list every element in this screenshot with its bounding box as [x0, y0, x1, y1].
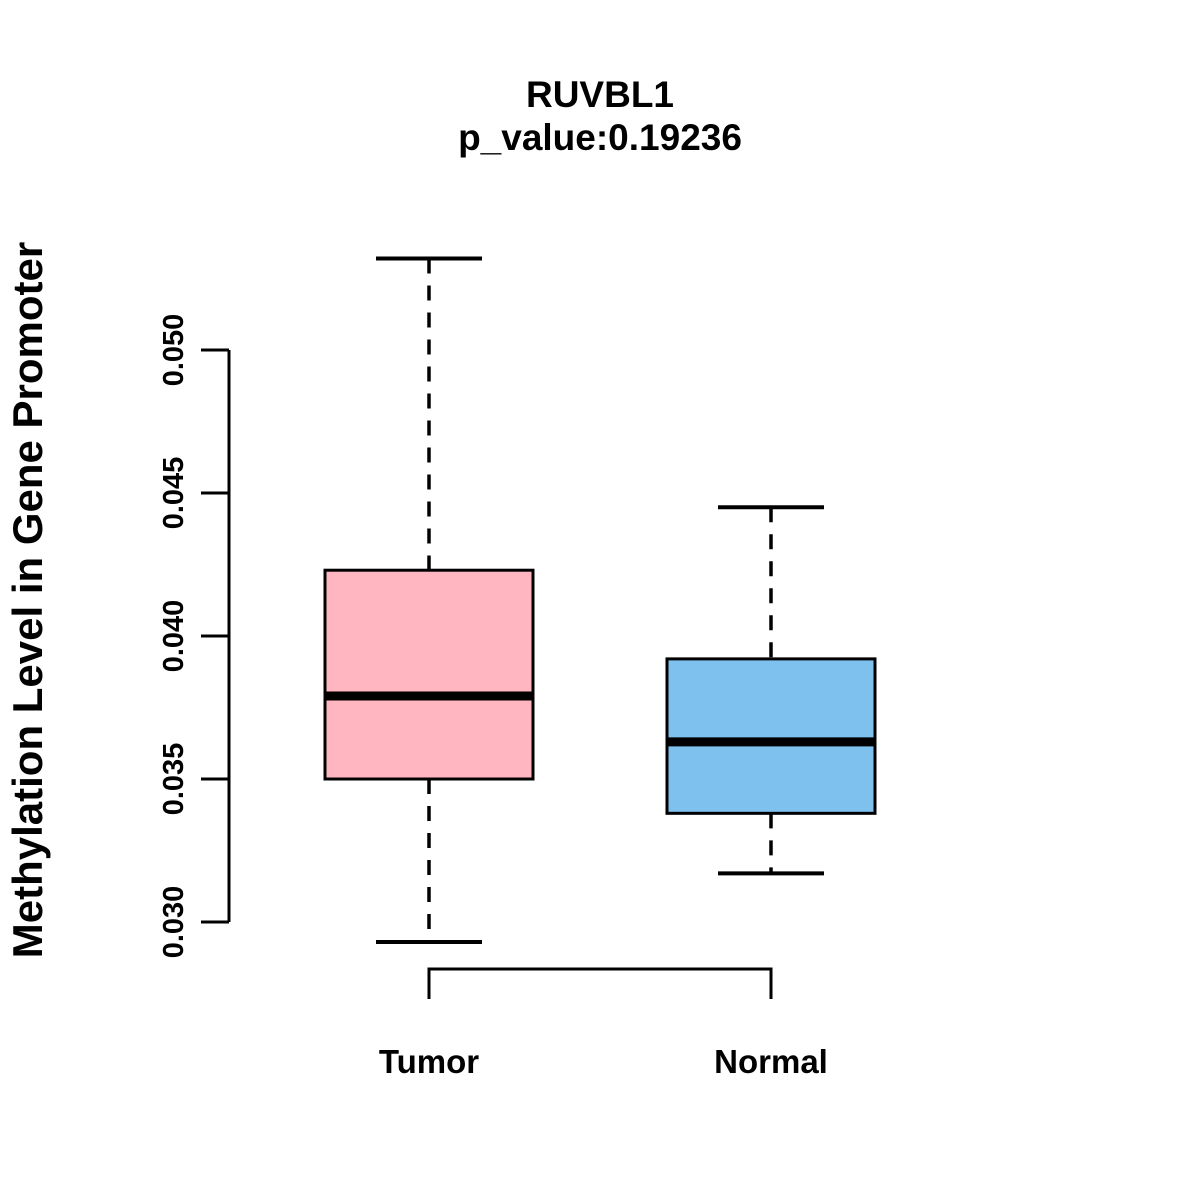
- x-category-label-normal: Normal: [714, 1043, 828, 1080]
- y-axis-title: Methylation Level in Gene Promoter: [4, 242, 51, 958]
- chart-subtitle: p_value:0.19236: [458, 117, 742, 158]
- y-axis-tick-label: 0.050: [158, 314, 190, 387]
- x-axis-bracket: [427, 967, 773, 999]
- box-normal: [665, 657, 877, 815]
- y-axis-tick-label: 0.045: [158, 457, 190, 530]
- y-axis-tick-label: 0.030: [158, 886, 190, 959]
- y-axis-tick-label: 0.040: [158, 600, 190, 673]
- chart-title: RUVBL1: [526, 74, 674, 115]
- plot-group: 0.030 0.035 0.040 0.045 0.050 Tumor Normal: [158, 256, 877, 1080]
- x-category-label-tumor: Tumor: [379, 1043, 479, 1080]
- y-axis-tick-label: 0.035: [158, 743, 190, 816]
- box-tumor: [323, 568, 535, 781]
